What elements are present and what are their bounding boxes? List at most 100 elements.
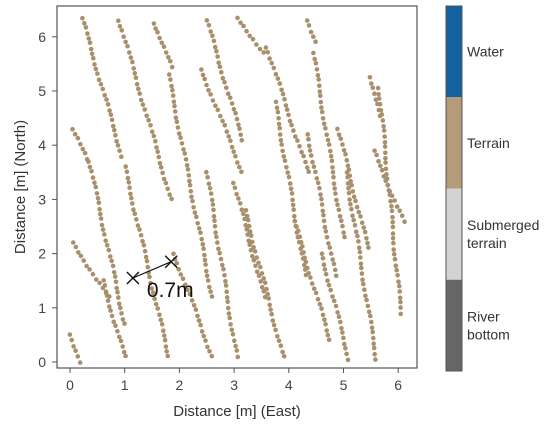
- data-point: [381, 124, 386, 129]
- data-point: [319, 306, 324, 311]
- data-point: [390, 215, 395, 220]
- data-point: [97, 280, 102, 286]
- data-point: [242, 216, 247, 222]
- data-point: [155, 306, 161, 311]
- data-point: [308, 275, 313, 280]
- data-point: [204, 268, 209, 274]
- data-point: [286, 112, 291, 118]
- data-point: [159, 40, 165, 46]
- data-point: [284, 107, 290, 112]
- data-point: [371, 345, 377, 351]
- data-point: [359, 265, 364, 271]
- data-point: [369, 319, 374, 325]
- data-point: [282, 97, 287, 102]
- data-point: [99, 222, 105, 228]
- data-point: [114, 139, 119, 144]
- data-point: [360, 277, 365, 283]
- data-point: [76, 250, 81, 255]
- data-point: [164, 349, 169, 354]
- data-point: [328, 287, 334, 293]
- data-point: [93, 184, 99, 190]
- data-point: [375, 85, 381, 91]
- data-point: [209, 353, 215, 359]
- data-point: [330, 294, 335, 299]
- data-point: [315, 180, 321, 186]
- data-point: [219, 69, 224, 75]
- data-point: [206, 181, 212, 187]
- data-point: [378, 108, 384, 113]
- data-point: [148, 280, 153, 286]
- data-point: [335, 310, 340, 315]
- data-point: [109, 258, 114, 264]
- data-point: [115, 328, 120, 334]
- data-point: [231, 149, 236, 154]
- data-point: [223, 278, 228, 284]
- legend-label: Terrain: [467, 135, 510, 151]
- data-point: [337, 214, 343, 219]
- data-point: [204, 18, 210, 23]
- data-point: [307, 148, 313, 153]
- data-point: [128, 55, 134, 60]
- data-point: [251, 258, 257, 263]
- data-point: [130, 201, 135, 206]
- data-point: [163, 344, 169, 349]
- data-point: [383, 150, 388, 156]
- data-point: [247, 229, 253, 234]
- data-point: [153, 138, 158, 144]
- data-point: [254, 42, 259, 47]
- data-point: [173, 115, 179, 120]
- data-point: [303, 259, 309, 265]
- data-point: [162, 337, 168, 343]
- data-point: [203, 338, 208, 343]
- data-point: [141, 243, 147, 248]
- data-point: [283, 103, 289, 108]
- data-point: [340, 330, 345, 335]
- data-point: [218, 113, 223, 119]
- data-point: [248, 233, 254, 238]
- data-point: [195, 221, 200, 226]
- data-point: [316, 77, 322, 82]
- data-point: [289, 191, 295, 196]
- data-point: [159, 322, 165, 327]
- data-point: [333, 191, 338, 196]
- data-point: [205, 175, 210, 180]
- data-point: [351, 194, 357, 199]
- data-point: [207, 349, 212, 354]
- data-point: [162, 333, 167, 338]
- data-point: [224, 129, 230, 134]
- data-point: [326, 282, 332, 288]
- data-point: [135, 223, 141, 228]
- measure-label: 0.7m: [147, 279, 194, 302]
- x-axis-title: Distance [m] (East): [173, 403, 301, 420]
- data-point: [365, 303, 371, 309]
- data-point: [89, 51, 95, 57]
- data-point: [264, 286, 269, 292]
- point-row: [70, 127, 90, 162]
- data-point: [235, 354, 241, 360]
- point-row: [204, 169, 241, 360]
- legend-swatch: [446, 6, 462, 98]
- data-point: [225, 305, 231, 311]
- data-point: [169, 83, 174, 89]
- data-point: [109, 313, 115, 319]
- data-point: [222, 273, 227, 278]
- data-point: [383, 166, 389, 172]
- data-point: [395, 273, 400, 278]
- data-point: [392, 198, 397, 203]
- data-point: [363, 293, 368, 299]
- data-point: [198, 230, 203, 236]
- data-point: [321, 262, 327, 268]
- data-point: [80, 15, 85, 21]
- data-point: [206, 88, 211, 93]
- data-point: [185, 167, 191, 172]
- data-point: [122, 321, 127, 326]
- data-point: [127, 185, 132, 190]
- data-point: [104, 293, 110, 298]
- data-point: [296, 228, 301, 234]
- data-point: [117, 23, 123, 29]
- data-point: [345, 174, 350, 180]
- data-point: [301, 153, 306, 159]
- data-point: [356, 209, 362, 215]
- data-point: [281, 154, 287, 159]
- data-point: [216, 246, 221, 252]
